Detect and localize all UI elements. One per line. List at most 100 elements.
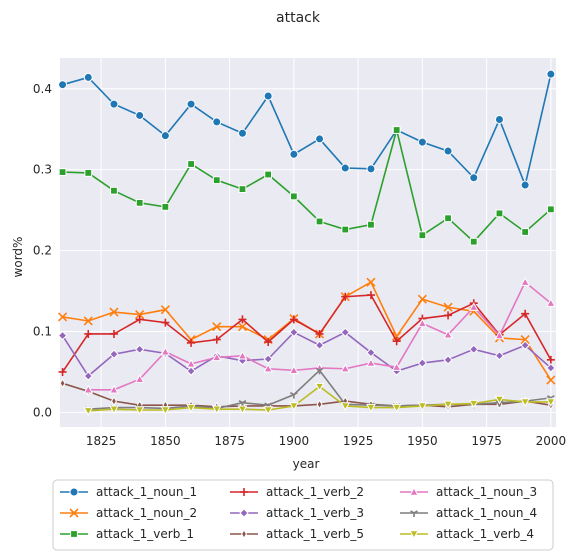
data-point (546, 205, 555, 214)
data-point (494, 115, 504, 124)
data-point (418, 231, 427, 240)
data-point (315, 134, 325, 144)
data-point (546, 398, 556, 407)
data-point (57, 330, 68, 341)
data-point (83, 72, 93, 82)
legend-item-attack_1_verb_5: attack_1_verb_5 (230, 527, 364, 541)
series-attack_1_noun_1 (58, 69, 556, 190)
x-tick-label: 2000 (536, 434, 567, 448)
data-point (186, 366, 196, 376)
series-lines (57, 69, 556, 416)
data-point (211, 352, 222, 362)
data-point (83, 371, 93, 381)
data-point (160, 406, 171, 416)
data-point (495, 209, 504, 218)
data-point (83, 384, 94, 394)
data-point (289, 365, 299, 375)
y-tick-label: 0.4 (33, 82, 52, 96)
data-point (263, 91, 273, 101)
legend-label: attack_1_noun_2 (96, 506, 197, 520)
data-point (109, 99, 119, 109)
data-point (186, 403, 196, 413)
y-tick-label: 0.1 (33, 325, 52, 339)
legend-marker (70, 530, 78, 538)
data-point (391, 403, 402, 413)
data-point (289, 402, 299, 411)
series-line (62, 129, 552, 243)
legend-marker (69, 508, 79, 518)
data-point (546, 363, 556, 373)
data-point (443, 355, 453, 365)
y-axis-label: word% (11, 237, 25, 278)
data-point (546, 298, 556, 307)
data-point (135, 198, 144, 207)
data-point (546, 69, 556, 79)
data-point (237, 350, 248, 360)
data-point (134, 344, 145, 355)
y-tick-label: 0.3 (33, 163, 52, 177)
data-point (469, 344, 479, 355)
y-tick-label: 0.2 (33, 244, 52, 258)
data-point (289, 327, 299, 338)
data-point (83, 407, 94, 416)
legend-label: attack_1_verb_5 (266, 527, 364, 541)
series-attack_1_verb_4 (83, 382, 556, 416)
data-point (366, 358, 376, 367)
data-point (494, 351, 505, 361)
chart-title: attack (276, 10, 321, 26)
data-point (289, 149, 299, 159)
data-point (520, 335, 530, 345)
data-point (469, 173, 479, 183)
data-point (315, 217, 324, 226)
data-point (315, 367, 324, 375)
data-point (392, 337, 401, 346)
x-tick-label: 1875 (214, 434, 245, 448)
legend-label: attack_1_verb_2 (266, 485, 364, 499)
legend-box (52, 479, 554, 551)
data-point (160, 131, 170, 141)
y-tick-label: 0.0 (33, 405, 52, 419)
legend-item-attack_1_noun_3: attack_1_noun_3 (400, 485, 537, 499)
data-point (546, 355, 555, 364)
data-point (417, 402, 428, 411)
data-point (263, 406, 274, 416)
data-point (340, 363, 351, 373)
data-point (417, 294, 427, 304)
grid (60, 58, 556, 427)
data-point (443, 400, 453, 410)
data-point (520, 277, 531, 286)
data-point (187, 160, 195, 168)
data-point (187, 338, 196, 347)
data-point (135, 110, 145, 120)
data-point (316, 399, 323, 410)
data-point (289, 192, 298, 201)
data-point (160, 346, 171, 356)
data-point (520, 180, 530, 190)
data-point (417, 137, 427, 147)
series-attack_1_verb_2 (58, 291, 555, 376)
data-point (494, 330, 505, 340)
data-point (135, 315, 144, 324)
data-point (109, 384, 119, 394)
data-point (366, 164, 376, 174)
series-attack_1_noun_3 (83, 277, 556, 394)
legend-marker (409, 486, 419, 496)
data-point (238, 315, 247, 324)
data-point (444, 311, 453, 320)
data-point (238, 185, 247, 193)
data-point (109, 329, 118, 338)
data-point (58, 312, 68, 322)
x-tick-label: 1975 (471, 434, 502, 448)
x-axis-label: year (293, 457, 320, 471)
data-point (392, 126, 401, 134)
data-point (494, 395, 505, 405)
series-line (61, 331, 552, 378)
data-point (521, 309, 530, 318)
data-point (134, 406, 145, 416)
data-point (58, 168, 67, 176)
data-point (109, 307, 119, 317)
x-axis-ticks: 1825 1850 1875 1900 1925 1950 1975 2000 (86, 434, 566, 448)
data-point (340, 402, 351, 411)
legend-item-attack_1_verb_3: attack_1_verb_3 (230, 506, 364, 520)
